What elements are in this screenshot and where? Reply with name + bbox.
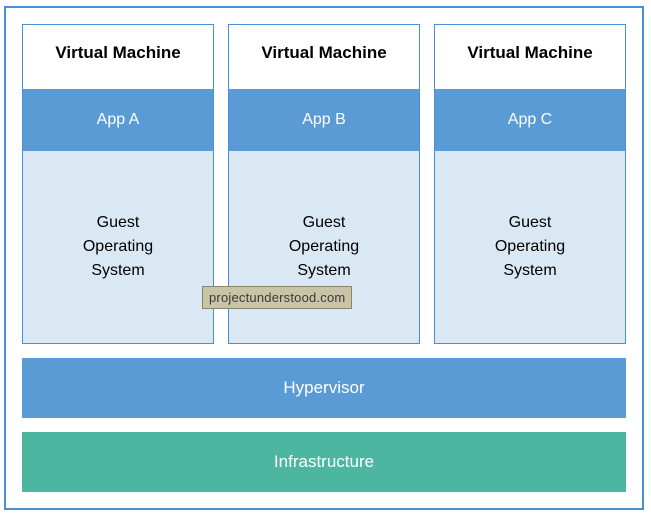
- vm-title-0: Virtual Machine: [23, 25, 213, 89]
- diagram-frame: Virtual Machine App A Guest Operating Sy…: [4, 6, 644, 510]
- vm-app-1: App B: [229, 89, 419, 151]
- vm-app-0: App A: [23, 89, 213, 151]
- vm-os-1: Guest Operating System: [229, 151, 419, 343]
- vm-os-2: Guest Operating System: [435, 151, 625, 343]
- vm-0: Virtual Machine App A Guest Operating Sy…: [22, 24, 214, 344]
- vm-app-2: App C: [435, 89, 625, 151]
- vm-2: Virtual Machine App C Guest Operating Sy…: [434, 24, 626, 344]
- vm-title-1: Virtual Machine: [229, 25, 419, 89]
- vm-os-0: Guest Operating System: [23, 151, 213, 343]
- infrastructure-bar: Infrastructure: [22, 432, 626, 492]
- watermark: projectunderstood.com: [202, 286, 352, 309]
- vm-title-2: Virtual Machine: [435, 25, 625, 89]
- hypervisor-bar: Hypervisor: [22, 358, 626, 418]
